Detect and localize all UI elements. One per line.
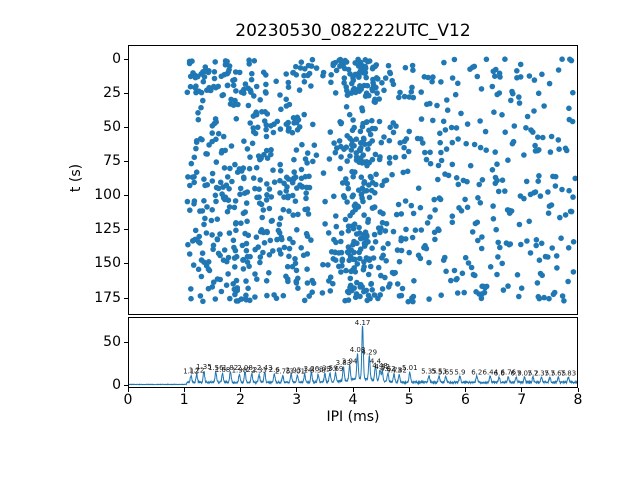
peak-annotation: 7.05 bbox=[517, 369, 533, 377]
tick-mark bbox=[577, 388, 579, 392]
y-tick-label: 0 bbox=[112, 376, 121, 393]
peak-annotation: 4.82 bbox=[391, 367, 407, 375]
tick-mark bbox=[296, 388, 298, 392]
peak-annotation: 6.6 bbox=[494, 369, 506, 377]
peak-annotation: 3.38 bbox=[310, 367, 326, 375]
peak-annotation: 7.65 bbox=[551, 369, 567, 377]
peak-annotation: 4.62 bbox=[380, 365, 396, 373]
peak-annotation: 1.68 bbox=[215, 366, 231, 374]
peak-annotation: 3.59 bbox=[322, 365, 338, 373]
peak-annotation: 3.94 bbox=[342, 357, 358, 365]
scatter-axes bbox=[128, 45, 578, 315]
y-tick-label: 25 bbox=[103, 84, 121, 101]
peak-annotation: 4.73 bbox=[386, 366, 402, 374]
tick-mark bbox=[124, 195, 128, 197]
peak-annotation: 4.4 bbox=[370, 358, 382, 366]
peak-annotation: 4.48 bbox=[372, 362, 388, 370]
peak-annotation: 4.08 bbox=[350, 346, 366, 354]
peak-annotation: 2.75 bbox=[275, 368, 291, 376]
tick-mark bbox=[124, 384, 128, 386]
tick-mark bbox=[124, 58, 128, 60]
peak-annotation: 2.2 bbox=[246, 366, 257, 374]
tick-mark bbox=[124, 126, 128, 128]
peak-annotation: 2.9 bbox=[286, 367, 297, 375]
peak-annotation: 3.26 bbox=[304, 365, 320, 373]
peak-annotation: 1.22 bbox=[189, 367, 205, 375]
peak-annotation: 3.69 bbox=[328, 365, 344, 373]
peak-annotation: 5.65 bbox=[438, 368, 454, 376]
tick-mark bbox=[352, 388, 354, 392]
peak-annotation: 1.12 bbox=[183, 368, 199, 376]
x-tick-label: 0 bbox=[123, 392, 133, 408]
x-tick-label: 3 bbox=[292, 392, 302, 408]
peak-annotation: 5.35 bbox=[421, 368, 437, 376]
peak-annotation: 5.9 bbox=[454, 368, 465, 376]
peak-annotation: 1.98 bbox=[232, 367, 248, 375]
peak-annotation: 5.01 bbox=[402, 364, 418, 372]
x-tick-label: 7 bbox=[517, 392, 527, 408]
peak-annotation: 1.56 bbox=[208, 364, 224, 372]
tick-mark bbox=[124, 297, 128, 299]
y-tick-label: 75 bbox=[103, 152, 121, 169]
histogram-axes: 1.12 1.22 1.35 1.56 1.68 1.82 1.98 2.08 2.2 2.33 2… bbox=[128, 317, 578, 388]
y-tick-label: 175 bbox=[94, 289, 121, 306]
peak-annotation: 2.43 bbox=[257, 364, 273, 372]
y-tick-label: 50 bbox=[103, 333, 121, 350]
x-tick-label: 6 bbox=[461, 392, 470, 408]
y-tick-label: 0 bbox=[112, 50, 121, 67]
peak-annotation: 6.76 bbox=[501, 368, 517, 376]
y-axis-label: t (s) bbox=[68, 163, 84, 193]
peak-annotation: 4.17 bbox=[355, 319, 371, 327]
scatter-points-canvas bbox=[184, 56, 577, 305]
chart-title: 20230530_082222UTC_V12 bbox=[235, 21, 471, 41]
peak-annotation: 3.01 bbox=[290, 368, 306, 376]
peak-annotation: 7.2 bbox=[527, 369, 538, 377]
y-tick-label: 125 bbox=[94, 221, 121, 238]
tick-mark bbox=[465, 388, 466, 392]
x-tick-label: 2 bbox=[236, 392, 245, 408]
y-tick-label: 100 bbox=[94, 187, 121, 204]
tick-mark bbox=[124, 160, 128, 162]
peak-annotation: 4.52 bbox=[374, 363, 390, 371]
y-tick-label: 50 bbox=[103, 118, 121, 135]
peak-annotation: 3.5 bbox=[319, 366, 330, 374]
peak-annotation: 6.44 bbox=[483, 368, 499, 376]
peak-annotation: 3.14 bbox=[297, 367, 313, 375]
x-tick-label: 5 bbox=[404, 392, 414, 408]
tick-mark bbox=[408, 388, 410, 392]
peak-annotation: 2.6 bbox=[269, 366, 281, 374]
peak-annotation: 1.35 bbox=[196, 363, 212, 371]
peak-annotation: 2.08 bbox=[237, 364, 253, 372]
histogram-line-canvas: 1.121.221.351.561.681.821.982.082.22.332… bbox=[129, 319, 577, 386]
peak-annotation: 7.35 bbox=[534, 369, 550, 377]
x-tick-label: 1 bbox=[179, 392, 189, 408]
histogram-line bbox=[129, 325, 577, 386]
x-axis-label: IPI (ms) bbox=[326, 409, 380, 425]
x-tick-label: 4 bbox=[348, 392, 358, 408]
peak-annotation: 3.83 bbox=[336, 359, 352, 367]
peak-annotation: 7.5 bbox=[544, 369, 555, 377]
peak-annotation: 5.53 bbox=[431, 368, 447, 376]
peak-annotation: 6.2 bbox=[471, 368, 482, 376]
peak-annotation: 7.83 bbox=[561, 369, 577, 377]
tick-mark bbox=[124, 263, 128, 265]
x-tick-label: 8 bbox=[573, 392, 583, 408]
peak-annotation: 1.82 bbox=[223, 364, 239, 372]
scatter-points bbox=[184, 56, 577, 305]
peak-annotation: 6.9 bbox=[511, 369, 522, 377]
peak-annotation: 4.29 bbox=[362, 348, 378, 356]
tick-mark bbox=[240, 388, 241, 392]
tick-mark bbox=[124, 341, 128, 343]
peak-annotation: 2.33 bbox=[251, 367, 267, 375]
y-tick-label: 150 bbox=[94, 255, 121, 272]
tick-mark bbox=[127, 388, 129, 392]
tick-mark bbox=[124, 229, 128, 231]
tick-mark bbox=[124, 92, 128, 94]
tick-mark bbox=[521, 388, 523, 392]
tick-mark bbox=[183, 388, 185, 392]
